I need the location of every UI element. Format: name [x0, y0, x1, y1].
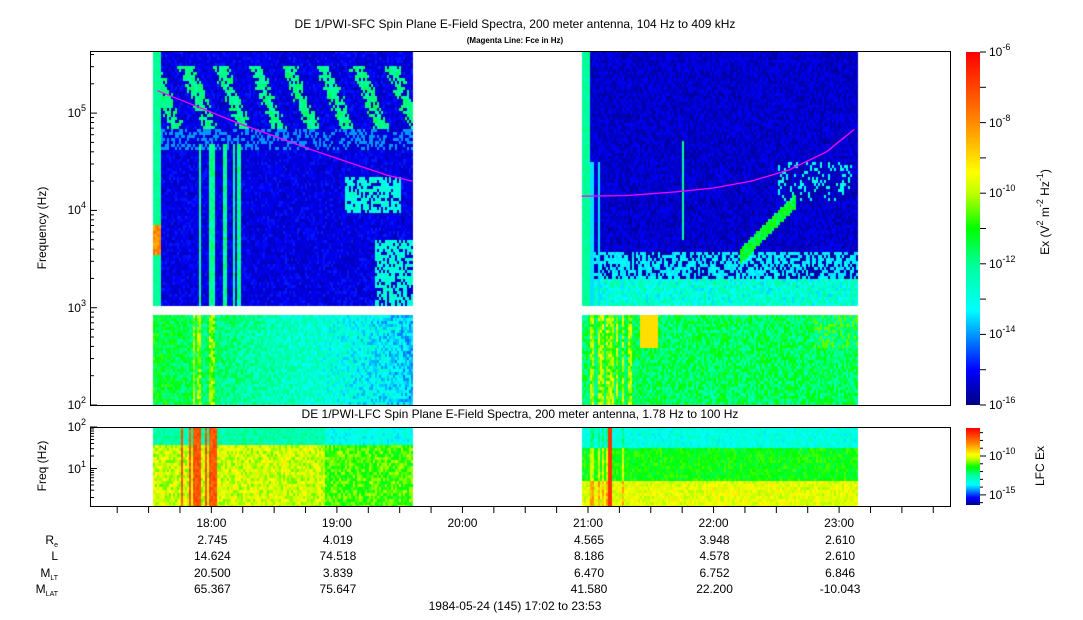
ephemeris-value: 8.186: [573, 549, 605, 564]
lfc-colorbar-tick-label: 10-10: [989, 446, 1016, 464]
ephemeris-value: 14.624: [194, 549, 231, 564]
ephemeris-value: 4.578: [699, 549, 730, 564]
sfc-colorbar-tick-label: 10-6: [989, 42, 1011, 60]
lfc-panel-frame: [90, 427, 951, 507]
lfc-colorbar-tick-label: 10-15: [989, 484, 1016, 502]
ephemeris-value: 6.470: [573, 565, 605, 580]
ephemeris-row-label: MLAT: [35, 581, 58, 598]
ephemeris-value: 22.200: [696, 581, 733, 596]
time-label: 20:00: [447, 516, 478, 530]
ephemeris-value: 3.839: [322, 565, 353, 580]
sfc-colorbar-tick-label: 10-14: [989, 324, 1016, 342]
ephemeris-value: 65.367: [194, 581, 231, 596]
ephemeris-row-label: Re: [45, 533, 58, 549]
ephemeris-row-label: MLT: [40, 565, 58, 582]
lfc-colorbar: [966, 428, 980, 505]
lfc-panel-title: DE 1/PWI-LFC Spin Plane E-Field Spectra,…: [301, 407, 739, 421]
ephemeris-value: 6.752: [699, 565, 730, 580]
sfc-colorbar-tick-label: 10-8: [989, 112, 1011, 130]
sfc-y-tick-label: 104: [67, 200, 86, 218]
sfc-y-tick-label: 105: [67, 103, 86, 121]
ephemeris-value: 4.019: [322, 533, 353, 547]
time-label: 22:00: [698, 516, 729, 530]
ephemeris-value: 20.500: [194, 565, 231, 580]
time-label: 21:00: [572, 516, 604, 530]
ephemeris-value: -10.043: [819, 581, 861, 596]
ephemeris-value: 6.846: [825, 565, 856, 580]
lfc-y-tick-label: 102: [67, 417, 86, 435]
sfc-colorbar-tick-label: 10-10: [989, 183, 1016, 201]
ephemeris-value: 75.647: [319, 581, 357, 596]
sfc-colorbar-tick-label: 10-16: [989, 395, 1016, 413]
ephemeris-value: 2.610: [825, 533, 856, 547]
ephemeris-row-label: L: [51, 549, 58, 564]
ephemeris-value: 41.580: [570, 581, 608, 596]
fce-line-1: [581, 128, 855, 197]
ephemeris-value: 3.948: [699, 533, 730, 547]
sfc-colorbar: [966, 52, 980, 405]
lfc-spectrogram: [90, 427, 950, 506]
ephemeris-value: 2.745: [197, 533, 228, 547]
fce-line-0: [157, 90, 413, 182]
sfc-spectrogram: [90, 51, 950, 405]
ephemeris-value: 74.518: [319, 549, 357, 564]
time-range-footer: 1984-05-24 (145) 17:02 to 23:53: [428, 599, 602, 613]
time-label: 19:00: [321, 516, 352, 530]
ephemeris-value: 4.565: [573, 533, 605, 547]
sfc-y-tick-label: 102: [67, 395, 86, 413]
time-label: 23:00: [824, 516, 855, 530]
ephemeris-value: 2.610: [825, 549, 856, 564]
lfc-y-tick-label: 101: [67, 458, 86, 476]
time-label: 18:00: [196, 516, 227, 530]
sfc-panel-frame: [90, 51, 951, 406]
chart-subtitle: (Magenta Line: Fce in Hz): [466, 36, 564, 45]
sfc-colorbar-tick-label: 10-12: [989, 253, 1016, 271]
sfc-y-tick-label: 103: [67, 297, 86, 315]
chart-title: DE 1/PWI-SFC Spin Plane E-Field Spectra,…: [294, 17, 736, 31]
